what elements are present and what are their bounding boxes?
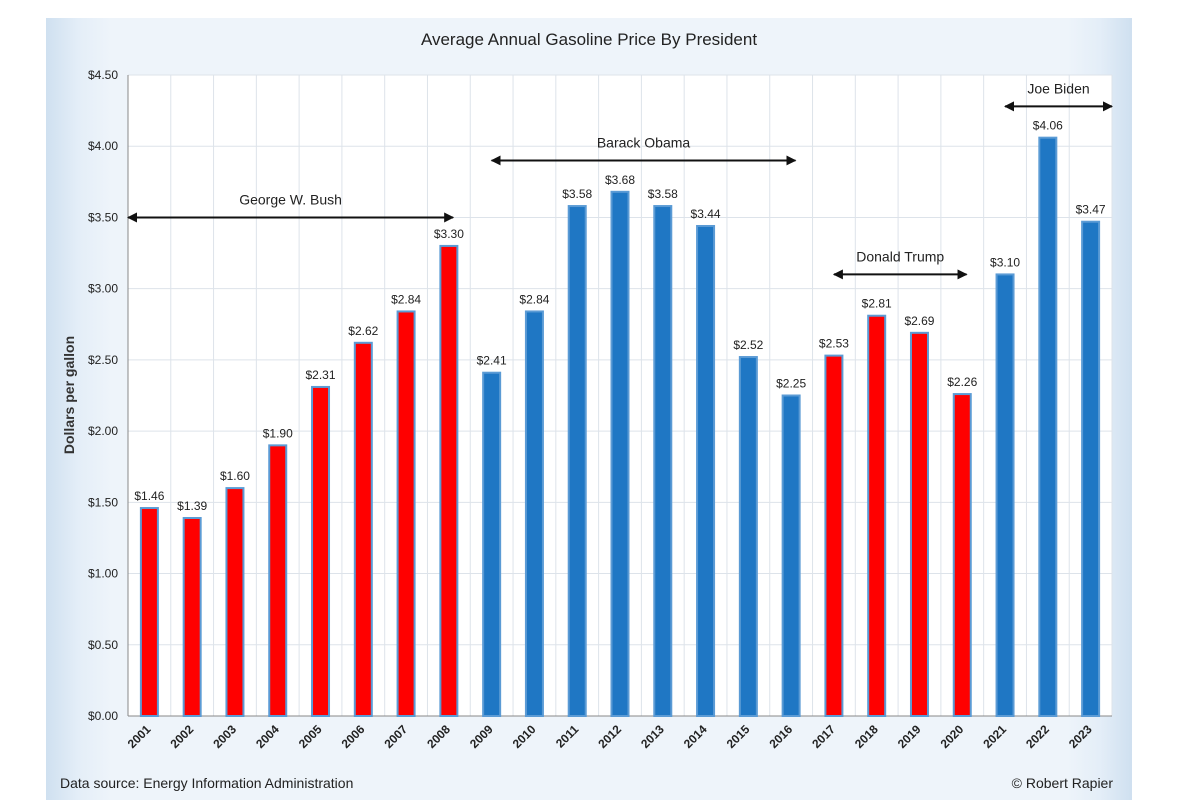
data-label: $3.10 [990,255,1020,269]
bar [353,341,373,717]
bar [610,190,630,717]
data-label: $3.58 [562,187,592,201]
x-tick-label: 2021 [980,722,1009,751]
data-label: $1.39 [177,499,207,513]
copyright-credit: © Robert Rapier [1011,775,1113,791]
data-label: $3.44 [691,207,721,221]
x-tick-label: 2009 [467,722,496,751]
bar [653,205,673,717]
x-tick-label: 2017 [809,722,838,751]
x-tick-label: 2003 [210,722,239,751]
x-tick-label: 2014 [681,722,710,751]
bar [311,385,331,717]
x-tick-label: 2020 [938,722,967,751]
data-label: $2.53 [819,337,849,351]
x-tick-label: 2004 [253,722,282,751]
x-tick-label: 2007 [381,722,410,751]
y-tick-label: $3.50 [88,210,118,224]
y-tick-label: $3.00 [88,282,118,296]
x-tick-label: 2010 [510,722,539,751]
bar [909,331,929,717]
data-label: $4.06 [1033,119,1063,133]
bar [867,314,887,717]
y-tick-label: $4.00 [88,139,118,153]
x-tick-label: 2005 [296,722,325,751]
bar [139,507,159,717]
y-tick-label: $0.00 [88,709,118,723]
bar [696,224,716,717]
y-tick-label: $0.50 [88,638,118,652]
data-source-note: Data source: Energy Information Administ… [60,775,354,791]
data-label: $2.52 [733,338,763,352]
data-label: $2.26 [947,375,977,389]
x-tick-label: 2023 [1066,722,1095,751]
president-label: Joe Biden [1027,80,1089,96]
bar [738,356,758,717]
data-label: $2.81 [862,297,892,311]
y-tick-label: $2.50 [88,353,118,367]
data-label: $2.69 [904,314,934,328]
bar [182,517,202,717]
data-label: $2.62 [348,324,378,338]
data-label: $2.31 [306,368,336,382]
data-label: $3.30 [434,227,464,241]
data-label: $3.68 [605,173,635,187]
data-label: $1.60 [220,469,250,483]
bar [439,244,459,718]
bar [225,487,245,718]
x-tick-label: 2022 [1023,722,1052,751]
data-label: $1.90 [263,426,293,440]
x-tick-label: 2001 [125,722,154,751]
bar [567,205,587,717]
x-tick-label: 2002 [168,722,197,751]
data-label: $1.46 [134,489,164,503]
data-label: $3.58 [648,187,678,201]
bar [524,310,544,717]
y-tick-label: $4.50 [88,68,118,82]
x-tick-label: 2012 [595,722,624,751]
y-tick-label: $2.00 [88,424,118,438]
bar [482,371,502,717]
data-label: $2.84 [391,292,421,306]
bar [824,354,844,717]
bar [781,394,801,717]
x-tick-label: 2018 [852,722,881,751]
bar [1038,136,1058,718]
x-tick-label: 2008 [424,722,453,751]
x-tick-label: 2011 [553,722,582,751]
president-label: George W. Bush [239,191,342,207]
data-label: $2.25 [776,377,806,391]
bar [952,393,972,717]
x-tick-label: 2015 [724,722,753,751]
president-label: Barack Obama [597,134,691,150]
chart-title: Average Annual Gasoline Price By Preside… [420,30,758,49]
y-tick-label: $1.50 [88,495,118,509]
y-tick-label: $1.00 [88,567,118,581]
data-label: $3.47 [1076,203,1106,217]
x-tick-label: 2016 [766,722,795,751]
bar [268,444,288,717]
bar [1081,220,1101,717]
data-label: $2.41 [477,354,507,368]
bar [396,310,416,717]
president-label: Donald Trump [856,248,944,264]
x-tick-label: 2006 [339,722,368,751]
x-tick-label: 2019 [895,722,924,751]
data-label: $2.84 [519,292,549,306]
bar [995,273,1015,717]
x-tick-label: 2013 [638,722,667,751]
